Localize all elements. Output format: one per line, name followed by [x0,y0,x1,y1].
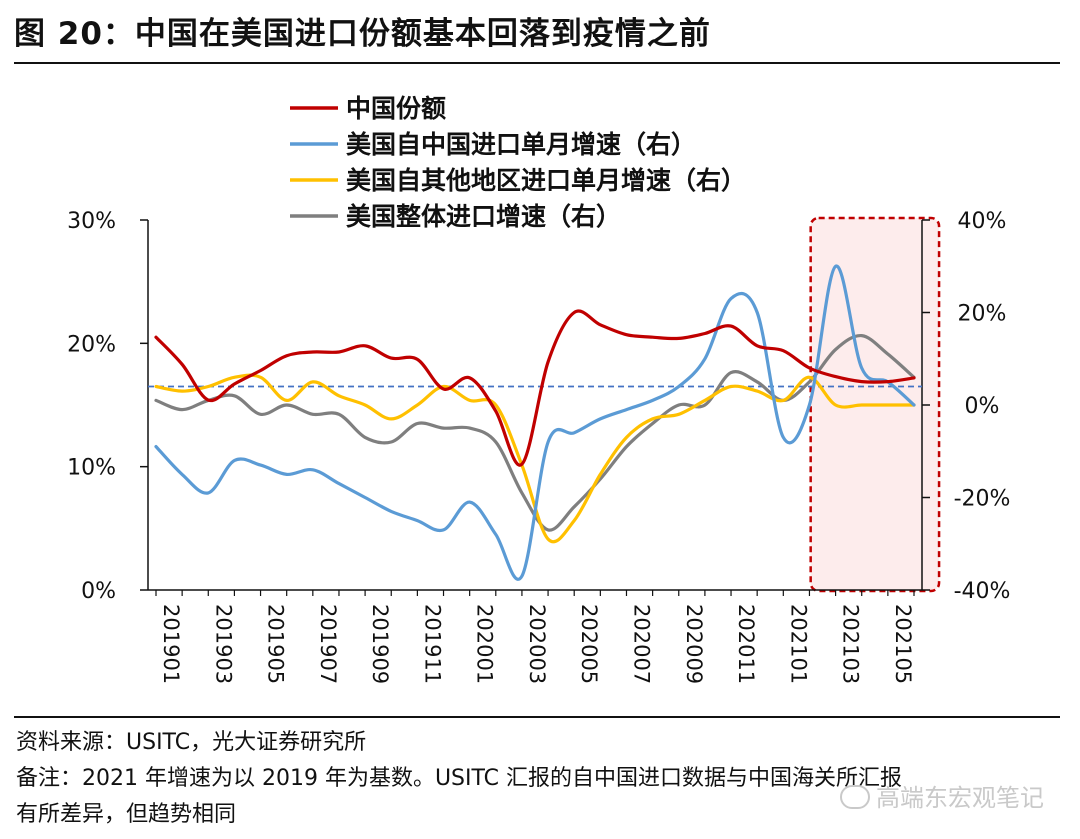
right-tick-label: 20% [958,302,1007,327]
remark-note-line1: 备注：2021 年增速为以 2019 年为基数。USITC 汇报的自中国进口数据… [16,766,903,791]
watermark: 高端东宏观笔记 [840,778,1044,813]
watermark-text: 高端东宏观笔记 [876,784,1044,812]
right-tick-label: 0% [965,394,1000,419]
x-tick-label: 202009 [682,604,706,684]
x-tick-label: 202105 [891,604,915,684]
notes-divider [14,716,1060,718]
title-divider [14,62,1060,64]
page-title: 图 20：中国在美国进口份额基本回落到疫情之前 [14,16,711,52]
right-tick-label: -40% [954,579,1011,604]
x-tick-label: 202007 [629,604,653,684]
right-tick-label: -20% [954,487,1011,512]
source-note: 资料来源：USITC，光大证券研究所 [16,730,367,755]
x-tick-label: 201901 [159,604,183,684]
left-tick-label: 0% [81,579,116,604]
remark-note-line2: 有所差异，但趋势相同 [16,802,237,827]
x-tick-label: 201911 [420,604,444,684]
wechat-icon [840,785,870,809]
x-tick-label: 201903 [211,604,235,684]
legend-label: 美国自中国进口单月增速（右） [346,130,696,159]
right-tick-label: 40% [958,209,1007,234]
x-tick-label: 201907 [316,604,340,684]
legend-label: 中国份额 [346,94,446,123]
x-tick-label: 201905 [264,604,288,684]
left-tick-label: 30% [67,209,116,234]
us-imports-from-others-line [154,373,916,544]
legend-label: 美国整体进口增速（右） [346,202,621,231]
x-tick-label: 201909 [368,604,392,684]
legend-label: 美国自其他地区进口单月增速（右） [346,166,746,195]
x-tick-label: 202101 [786,604,810,684]
x-tick-label: 202011 [734,604,758,684]
x-tick-label: 202003 [525,604,549,684]
x-tick-label: 202005 [577,604,601,684]
x-tick-label: 202001 [473,604,497,684]
x-tick-label: 202103 [839,604,863,684]
left-tick-label: 10% [67,456,116,481]
china-share-line [154,309,916,467]
left-tick-label: 20% [67,332,116,357]
us-imports-from-china-line [154,264,916,581]
line-chart: 0% 10% 20% 30% -40% -20% 0% 20% 40% 201901 201903 2… [67,94,1011,684]
